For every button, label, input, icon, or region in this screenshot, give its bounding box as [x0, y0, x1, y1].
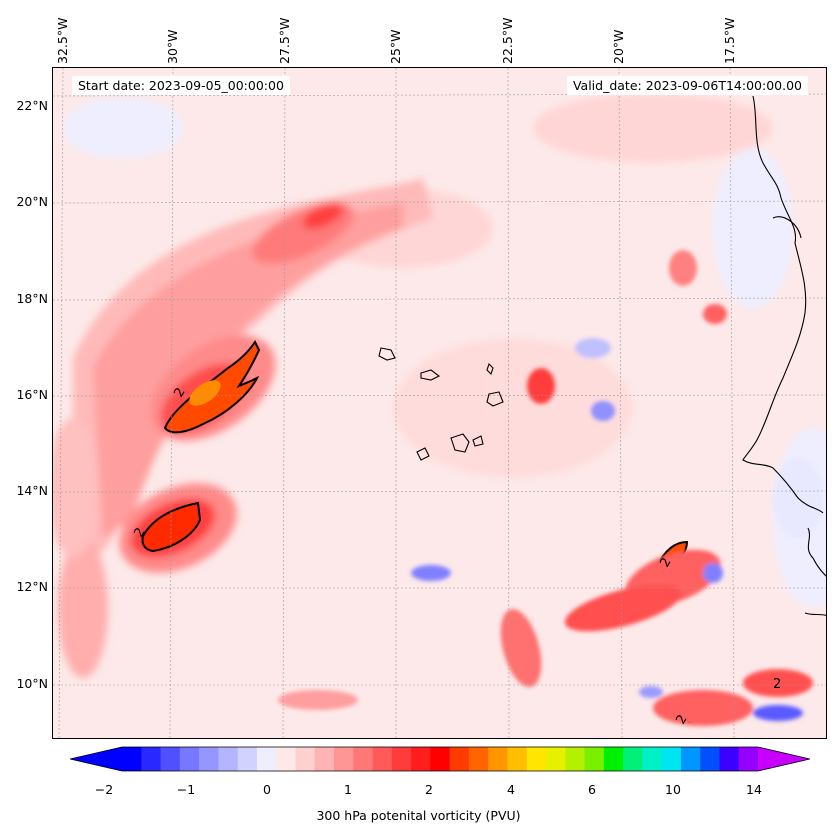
colorbar-cell [179, 747, 200, 771]
colorbar-cell [353, 747, 374, 771]
colorbar-cell [680, 747, 701, 771]
colorbar-cell [334, 747, 354, 771]
colorbar-cell [372, 747, 393, 771]
colorbar-tick-4: 4 [507, 782, 515, 797]
lon-label-25w: 25°W [388, 29, 403, 64]
colorbar-cell [546, 747, 566, 771]
colorbar-cell [122, 747, 142, 771]
colorbar-cell [237, 747, 258, 771]
colorbar-cell [430, 747, 451, 771]
colorbar-cell [256, 747, 277, 771]
colorbar-cell [276, 747, 296, 771]
colorbar-cell [411, 747, 431, 771]
graticule [53, 68, 826, 738]
island-santo-antao [378, 347, 396, 361]
valid-date-label: Valid_date: 2023-09-06T14:00:00.00 [566, 76, 808, 95]
colorbar-cell [526, 747, 547, 771]
island-fogo [416, 447, 430, 461]
colorbar-cell [449, 747, 470, 771]
lat-label-20n: 20°N [16, 194, 48, 209]
lat-label-22n: 22°N [16, 98, 48, 113]
colorbar-cell [507, 747, 528, 771]
colorbar-cell [603, 747, 624, 771]
colorbar-tick-neg1: −1 [176, 782, 196, 797]
colorbar-cell [314, 747, 335, 771]
coastline-south [807, 527, 826, 577]
lon-label-32-5w: 32.5°W [55, 17, 70, 64]
island-boa-vista [486, 391, 504, 407]
colorbar-tick-neg2: −2 [94, 782, 114, 797]
colorbar [70, 746, 810, 772]
colorbar-cell [719, 747, 740, 771]
colorbar-cell [141, 747, 162, 771]
lat-label-18n: 18°N [16, 291, 48, 306]
colorbar-tick-0: 0 [263, 782, 271, 797]
lon-label-27-5w: 27.5°W [277, 17, 292, 64]
colorbar-tick-10: 10 [665, 782, 681, 797]
island-sal [486, 362, 494, 376]
lat-label-14n: 14°N [16, 483, 48, 498]
lat-label-10n: 10°N [16, 676, 48, 691]
colorbar-cell [468, 747, 489, 771]
lon-label-22-5w: 22.5°W [500, 17, 515, 64]
coastline-north [772, 216, 802, 239]
map-panel: 2 2 2 2 2 [52, 67, 827, 739]
colorbar-cell [623, 747, 643, 771]
lon-label-17-5w: 17.5°W [722, 17, 737, 64]
colorbar-cell [488, 747, 508, 771]
colorbar-cell [199, 747, 219, 771]
colorbar-tick-6: 6 [588, 782, 596, 797]
colorbar-cell [295, 747, 316, 771]
coastline-guinea [804, 612, 826, 616]
colorbar-cell [160, 747, 181, 771]
lon-label-20w: 20°W [611, 29, 626, 64]
contour-label-4: 2 [773, 677, 781, 692]
colorbar-cell [391, 747, 412, 771]
colorbar-cell [218, 747, 239, 771]
colorbar-cell [661, 747, 682, 771]
africa-coastline [742, 95, 824, 514]
island-maio [472, 435, 484, 447]
colorbar-tick-14: 14 [746, 782, 762, 797]
start-date-label: Start date: 2023-09-05_00:00:00 [72, 76, 290, 95]
island-sao-nicolau [420, 369, 441, 381]
lat-label-16n: 16°N [16, 387, 48, 402]
colorbar-tick-1: 1 [344, 782, 352, 797]
colorbar-cell [642, 747, 663, 771]
colorbar-underflow-arrow [70, 747, 122, 771]
island-santiago [450, 433, 470, 453]
coastlines [378, 95, 826, 616]
colorbar-overflow-arrow [758, 747, 810, 771]
lon-label-30w: 30°W [165, 29, 180, 64]
colorbar-label: 300 hPa potenital vorticity (PVU) [316, 808, 521, 823]
lat-label-12n: 12°N [16, 579, 48, 594]
colorbar-tick-2: 2 [425, 782, 433, 797]
colorbar-cell [584, 747, 605, 771]
colorbar-cell [565, 747, 586, 771]
colorbar-cell [700, 747, 720, 771]
pv-features-southeast [278, 250, 823, 726]
colorbar-cell [738, 747, 759, 771]
pv-field: 2 2 2 2 2 [53, 68, 826, 738]
